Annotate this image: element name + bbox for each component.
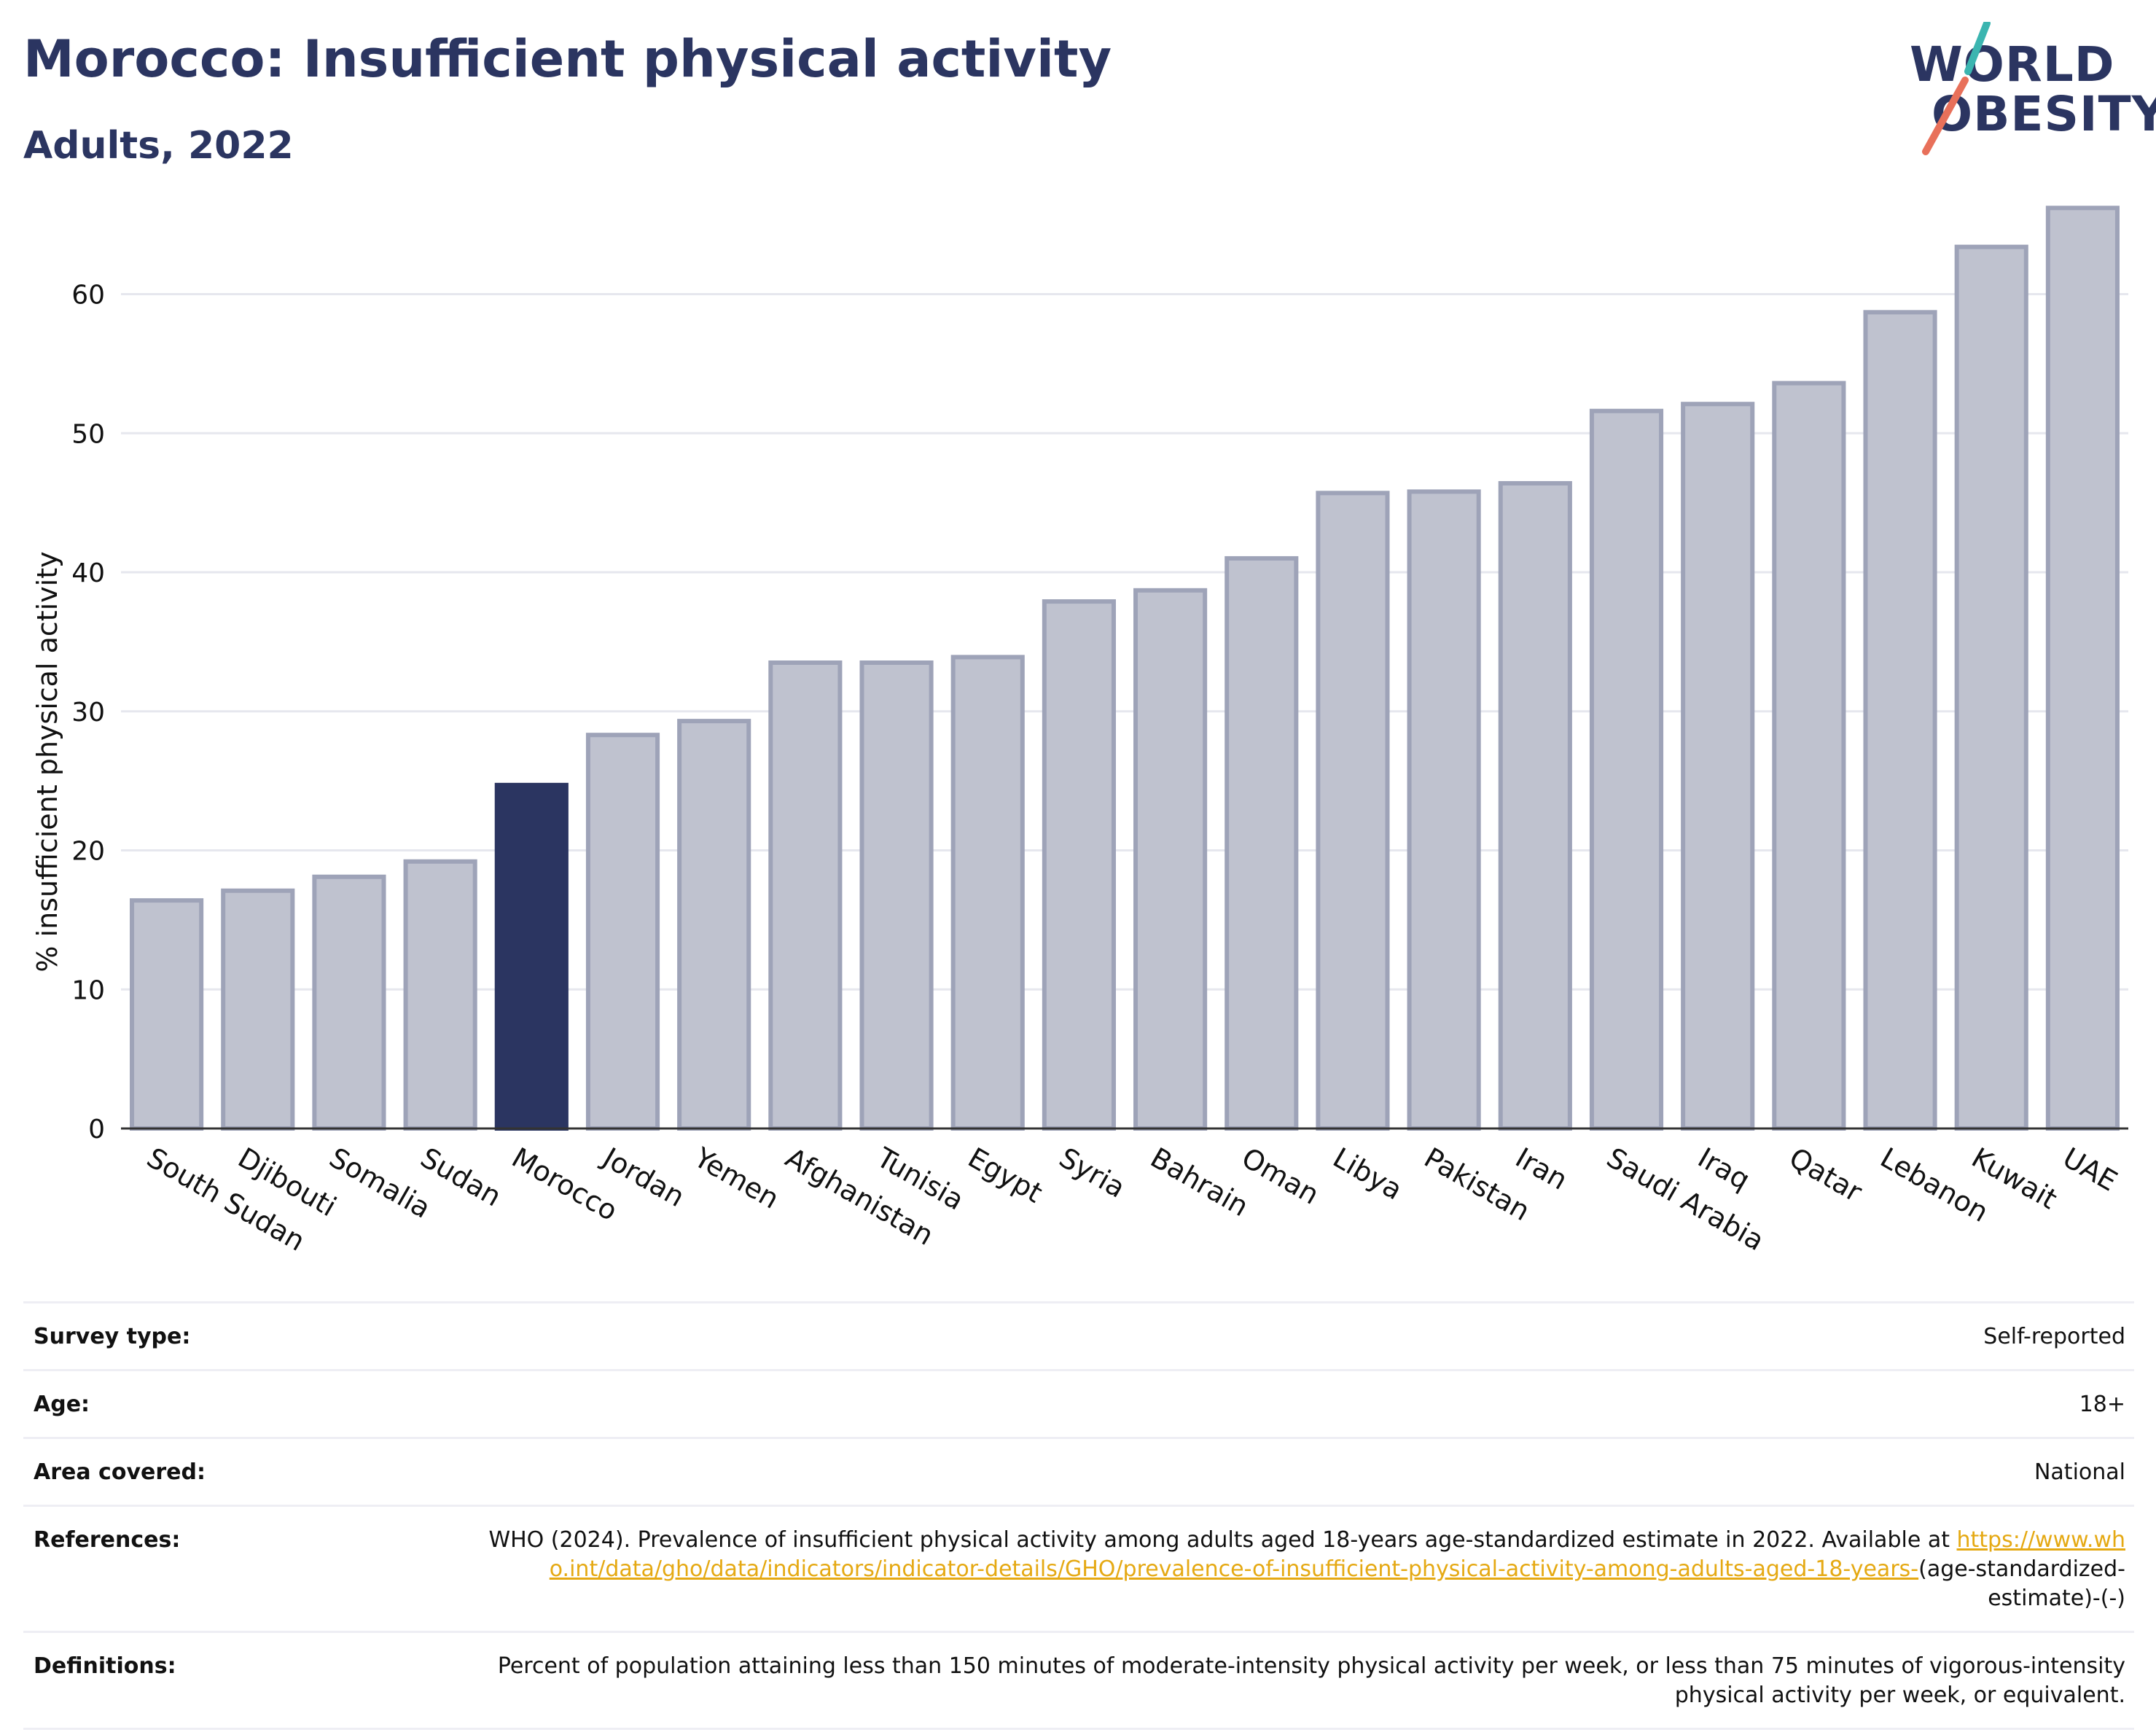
bar-qatar [1772,381,1846,1131]
x-tick-label: South Sudan [141,1142,310,1258]
bar-yemen [677,719,751,1131]
x-tick-label: Egypt [963,1142,1048,1209]
age-label: Age: [34,1392,90,1417]
bar-oman [1225,555,1299,1131]
x-tick-label: Pakistan [1419,1142,1536,1228]
page-subtitle: Adults, 2022 [23,124,294,168]
info-row-definitions: Definitions: Percent of population attai… [23,1631,2134,1730]
bar-djibouti [221,888,295,1131]
bar-south-sudan [130,898,204,1131]
definitions-value: Percent of population attaining less tha… [497,1653,2125,1708]
age-value: 18+ [2079,1392,2125,1417]
info-table: Survey type: Self-reported Age: 18+ Area… [23,1301,2134,1730]
info-row-age: Age: 18+ [23,1369,2134,1437]
world-obesity-logo: WORLD OBESITY [1895,22,2156,160]
bar-morocco [494,782,569,1131]
bar-egypt [950,655,1025,1131]
bar-sudan [403,859,477,1131]
chart-bars [130,206,2120,1131]
logo-line-2: OBESITY [1932,86,2156,142]
bar-pakistan [1407,489,1481,1131]
y-tick-label: 40 [71,558,105,588]
y-tick-label: 30 [71,698,105,728]
x-tick-label: Saudi Arabia [1601,1142,1770,1258]
references-text: WHO (2024). Prevalence of insufficient p… [488,1527,1950,1553]
x-tick-label: UAE [2058,1142,2122,1198]
x-tick-label: Bahrain [1145,1142,1254,1223]
bar-tunisia [859,660,934,1131]
y-tick-label: 0 [88,1115,105,1145]
info-row-area: Area covered: National [23,1437,2134,1505]
page-title: Morocco: Insufficient physical activity [23,29,1112,89]
definitions-label: Definitions: [34,1653,176,1679]
x-tick-label: Syria [1054,1142,1130,1204]
y-axis-label: % insufficient physical activity [31,551,63,972]
info-row-references: References: WHO (2024). Prevalence of in… [23,1505,2134,1631]
bar-afghanistan [768,660,843,1131]
references-link[interactable]: https://www.who.int/data/gho/data/indica… [549,1527,2125,1582]
bar-lebanon [1863,310,1937,1131]
bar-iraq [1681,402,1755,1131]
bar-syria [1042,599,1116,1131]
x-tick-label: Somalia [324,1142,436,1225]
bar-uae [2045,206,2120,1131]
survey-type-label: Survey type: [34,1324,191,1349]
x-tick-label: Libya [1327,1142,1407,1206]
x-tick-label: Qatar [1784,1142,1867,1209]
references-suffix: (age-standardized-estimate)-(-) [1918,1556,2125,1611]
x-tick-label: Iran [1510,1142,1573,1196]
y-tick-label: 10 [71,975,105,1005]
logo-slash-icon [1922,22,1991,155]
x-tick-label: Iraq [1692,1142,1755,1196]
area-covered-label: Area covered: [34,1459,206,1485]
y-tick-label: 50 [71,419,105,449]
survey-type-value: Self-reported [1983,1324,2125,1349]
area-covered-value: National [2034,1459,2125,1485]
info-row-survey-type: Survey type: Self-reported [23,1301,2134,1369]
x-tick-label: Yemen [688,1141,784,1215]
bar-libya [1316,491,1390,1131]
bar-iran [1498,480,1572,1131]
bar-jordan [585,733,660,1131]
bar-saudi-arabia [1589,408,1664,1131]
bar-bahrain [1133,588,1208,1131]
logo-line-1: WORLD [1910,36,2115,93]
references-value: WHO (2024). Prevalence of insufficient p… [478,1526,2125,1613]
y-tick-label: 60 [71,281,105,311]
x-tick-label: Morocco [507,1142,623,1228]
references-label: References: [34,1527,181,1553]
bar-kuwait [1954,244,2028,1131]
y-tick-label: 20 [71,837,105,867]
bar-somalia [312,874,386,1131]
